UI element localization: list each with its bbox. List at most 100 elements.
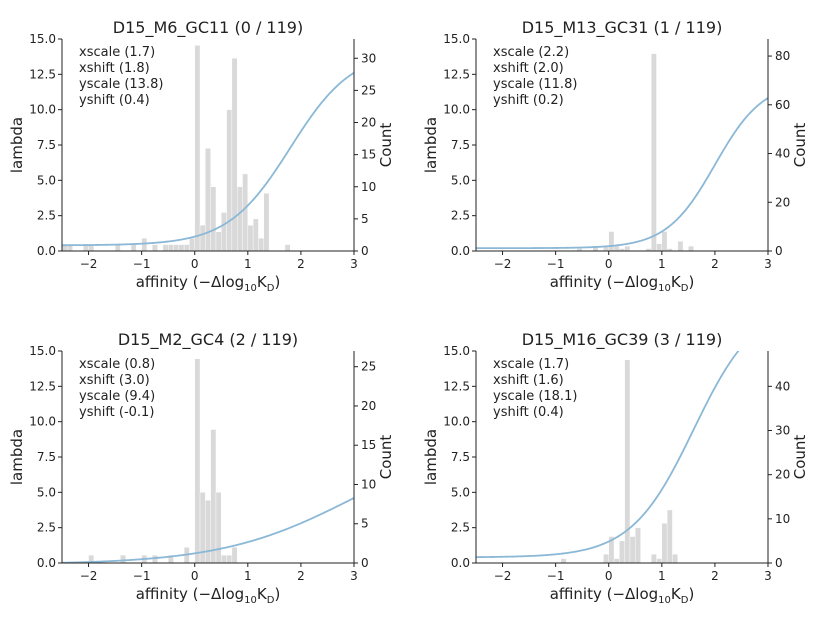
- histogram-bar: [635, 527, 641, 564]
- y2-tick-label: 60: [775, 98, 790, 112]
- y-axis-label: lambda: [8, 429, 26, 485]
- param-annotation: yscale (18.1): [493, 389, 577, 404]
- y-tick-label: 15.0: [443, 344, 470, 358]
- y2-tick-label: 80: [775, 49, 790, 63]
- histogram-bar: [114, 244, 121, 252]
- y2-tick-label: 15: [361, 148, 376, 162]
- param-annotation: yshift (0.4): [493, 405, 564, 420]
- histogram-bar: [210, 186, 217, 252]
- y2-tick-label: 20: [775, 468, 790, 482]
- histogram-bar: [141, 237, 148, 252]
- histogram-bar: [189, 237, 195, 252]
- y-tick-label: 2.5: [451, 209, 470, 223]
- x-tick-label: 3: [764, 569, 772, 583]
- histogram-bar: [619, 540, 625, 564]
- y-tick-label: 10.0: [443, 103, 470, 117]
- histogram-bar: [284, 244, 291, 252]
- histogram-bar: [651, 53, 657, 252]
- x-tick-label: 0: [605, 257, 613, 271]
- y2-axis-label: Count: [791, 123, 809, 168]
- histogram-bar: [130, 244, 137, 252]
- y2-axis-label: Count: [377, 435, 395, 480]
- y2-tick-label: 10: [775, 512, 790, 526]
- y-tick-label: 12.5: [29, 379, 56, 393]
- y-tick-label: 0.0: [451, 244, 470, 258]
- panel-3: −2 −1 0 1 2 3 0.0 2.5 5.0 7.5 10.0 12.5 15.0 0 10 20 30 4…: [422, 330, 809, 606]
- histogram-bar: [613, 558, 620, 564]
- param-annotation: yshift (-0.1): [79, 405, 154, 420]
- chart-title: D15_M6_GC11 (0 / 119): [113, 18, 303, 38]
- y-tick-label: 12.5: [443, 379, 470, 393]
- y2-tick-label: 15: [361, 438, 376, 452]
- chart-title: D15_M16_GC39 (3 / 119): [522, 330, 723, 350]
- histogram-bar: [656, 243, 663, 252]
- y-tick-label: 10.0: [29, 103, 56, 117]
- histogram-bar: [258, 237, 264, 252]
- x-tick-label: 2: [297, 257, 305, 271]
- histogram-bar: [263, 192, 270, 252]
- y-tick-label: 15.0: [29, 32, 56, 46]
- y2-tick-label: 0: [361, 556, 369, 570]
- y2-tick-label: 0: [775, 244, 783, 258]
- x-axis-label: affinity (−Δlog10KD): [550, 585, 695, 606]
- chart-title: D15_M13_GC31 (1 / 119): [522, 18, 723, 38]
- x-tick-label: 1: [244, 569, 252, 583]
- lambda-curve: [62, 71, 354, 247]
- histogram-bar: [231, 58, 238, 252]
- y-tick-label: 5.0: [37, 173, 56, 187]
- histogram-bar: [178, 244, 185, 252]
- y-tick-label: 12.5: [29, 67, 56, 81]
- param-annotation: xscale (1.7): [79, 45, 155, 60]
- histogram-bar: [183, 244, 190, 252]
- histogram-bar: [194, 358, 201, 564]
- histogram-bar: [173, 244, 179, 252]
- y2-tick-label: 25: [361, 83, 376, 97]
- y2-tick-label: 30: [361, 51, 376, 65]
- histogram-bar: [672, 553, 678, 564]
- param-annotation: yscale (13.8): [79, 77, 163, 92]
- y-tick-label: 7.5: [451, 138, 470, 152]
- histogram-bar: [194, 45, 201, 252]
- param-annotation: xshift (1.8): [79, 61, 150, 76]
- x-tick-label: −1: [133, 257, 151, 271]
- param-annotation: xscale (2.2): [493, 45, 569, 60]
- param-annotation: yscale (11.8): [493, 77, 577, 92]
- y-tick-label: 7.5: [451, 450, 470, 464]
- y-axis-label: lambda: [422, 429, 440, 485]
- histogram-bar: [221, 554, 227, 564]
- param-annotation: xshift (1.6): [493, 373, 564, 388]
- x-tick-label: −2: [494, 257, 512, 271]
- x-tick-label: 1: [658, 257, 666, 271]
- histogram-bar: [199, 225, 206, 252]
- histogram-bar: [162, 244, 169, 252]
- y-axis-label: lambda: [8, 117, 26, 173]
- y2-tick-label: 40: [775, 147, 790, 161]
- histogram-bar: [120, 554, 126, 564]
- lambda-curve: [62, 497, 354, 563]
- panel-1: −2 −1 0 1 2 3 0.0 2.5 5.0 7.5 10.0 12.5 15.0 0 20 40 60 8…: [422, 18, 809, 294]
- y-tick-label: 0.0: [37, 244, 56, 258]
- y-tick-label: 5.0: [451, 173, 470, 187]
- histogram-bar: [661, 523, 668, 564]
- x-tick-label: −2: [494, 569, 512, 583]
- y2-tick-label: 0: [775, 556, 783, 570]
- x-tick-label: 3: [350, 569, 358, 583]
- y-tick-label: 2.5: [37, 209, 56, 223]
- y-tick-label: 2.5: [451, 521, 470, 535]
- histogram-bar: [603, 553, 609, 564]
- histogram-bar: [252, 218, 259, 252]
- histogram-bar: [247, 225, 254, 252]
- x-tick-label: −1: [547, 257, 565, 271]
- y-tick-label: 0.0: [451, 556, 470, 570]
- y-tick-label: 5.0: [37, 485, 56, 499]
- histogram-bar: [624, 245, 631, 252]
- histogram-bar: [215, 231, 222, 252]
- y2-axis-label: Count: [791, 435, 809, 480]
- x-tick-label: 0: [191, 257, 199, 271]
- x-tick-label: −2: [80, 569, 98, 583]
- y-tick-label: 12.5: [443, 67, 470, 81]
- histogram-bar: [152, 244, 158, 252]
- y-tick-label: 0.0: [37, 556, 56, 570]
- x-axis-label: affinity (−Δlog10KD): [136, 585, 281, 606]
- x-tick-label: 3: [350, 257, 358, 271]
